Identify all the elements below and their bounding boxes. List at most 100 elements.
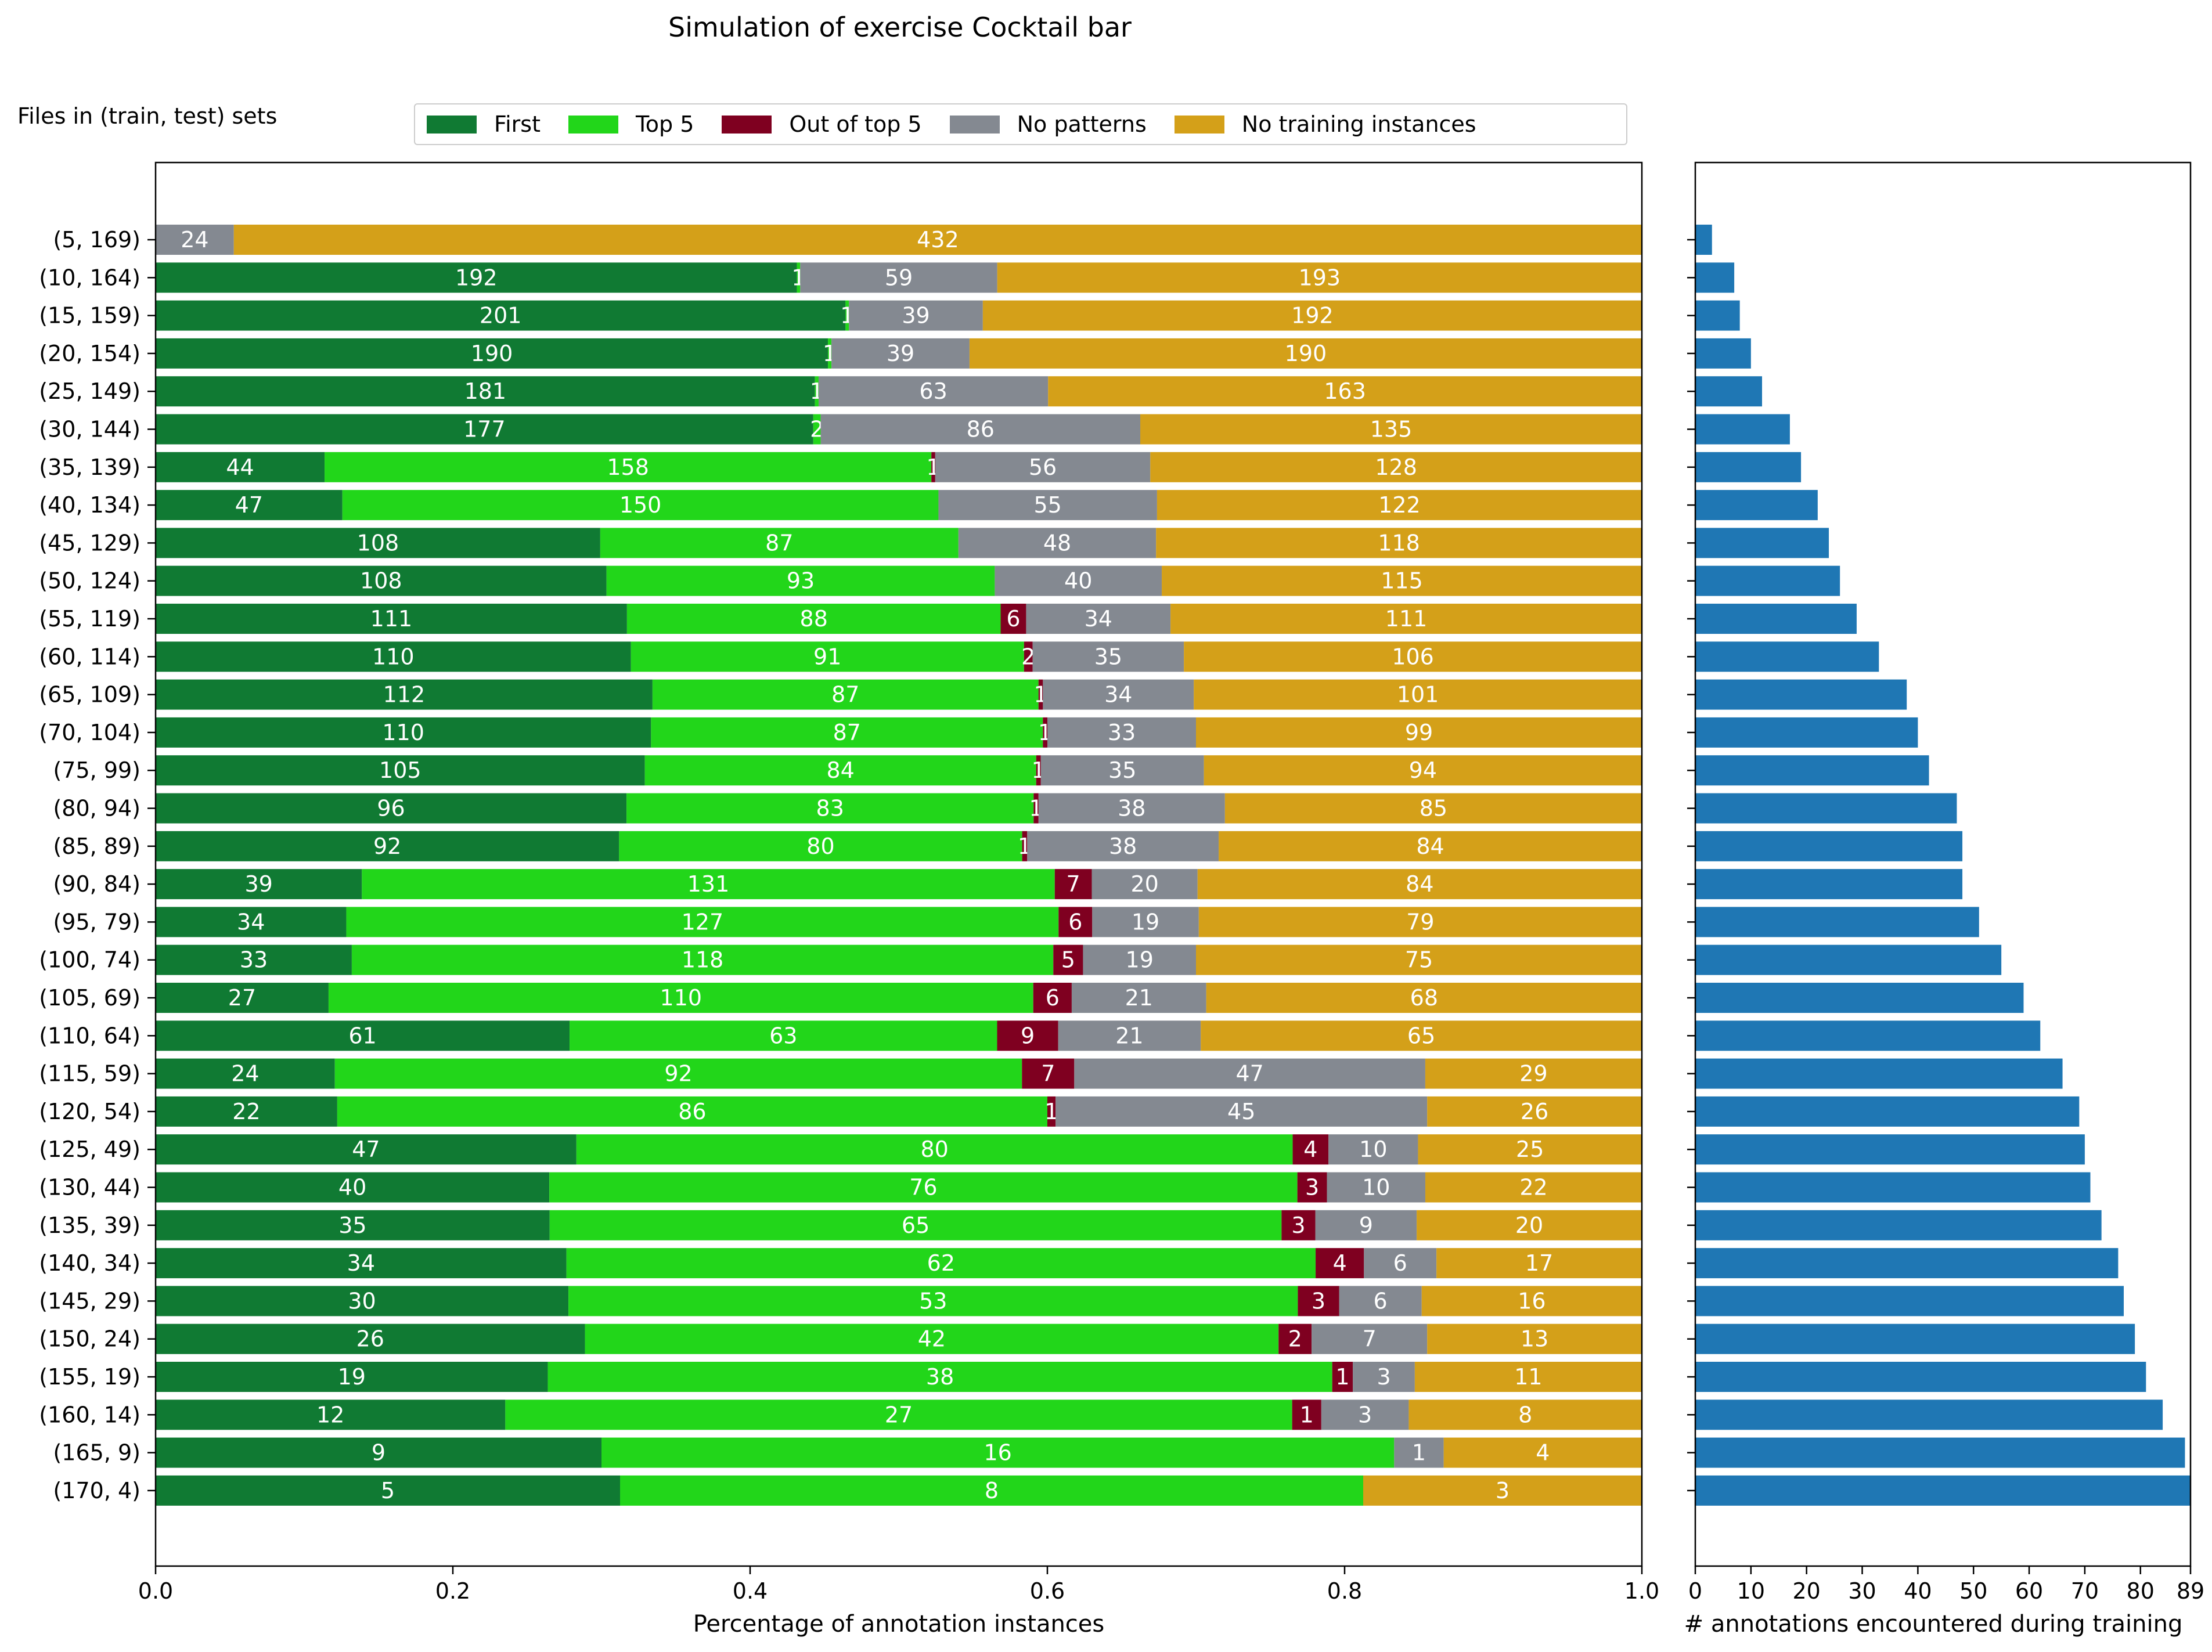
y-tick-label: (115, 59) (39, 1061, 140, 1087)
legend-label-first: First (494, 111, 541, 137)
bar-segment (1339, 1286, 1422, 1316)
bar-value-label: 9 (1021, 1023, 1035, 1048)
side-bar (1695, 983, 2024, 1013)
y-tick-label: (40, 134) (39, 492, 140, 518)
bar-segment (570, 1020, 997, 1051)
bar-value-label: 84 (1406, 871, 1433, 897)
bar-segment (1162, 565, 1642, 596)
x-tick-label: 0.6 (1030, 1578, 1065, 1604)
bar-segment (818, 376, 1049, 407)
bar-segment (849, 300, 983, 331)
bar-value-label: 62 (927, 1250, 955, 1276)
bar-value-label: 35 (1094, 644, 1122, 669)
bar-segment (1055, 1096, 1428, 1127)
bar-segment (156, 755, 645, 786)
bar-value-label: 20 (1515, 1213, 1543, 1238)
bar-segment (1022, 831, 1028, 861)
bar-segment (1000, 604, 1026, 634)
bar-value-label: 163 (1324, 378, 1366, 404)
y-tick-label: (10, 164) (39, 265, 140, 290)
bar-segment (1364, 1248, 1437, 1279)
main-x-ticks: 0.0 0.2 0.4 0.6 0.8 1.0 (138, 1566, 1659, 1604)
side-bar (1695, 1020, 2041, 1051)
side-x-tick-label: 60 (2015, 1578, 2043, 1604)
legend-entry-out-of-top5: Out of top 5 (722, 111, 922, 137)
y-tick-label: (160, 14) (39, 1402, 140, 1427)
x-tick-label: 0.4 (733, 1578, 768, 1604)
bar-value-label: 44 (226, 455, 254, 480)
side-bar (1695, 452, 1802, 482)
bar-value-label: 19 (1126, 947, 1154, 973)
bar-value-label: 87 (833, 720, 861, 745)
bar-value-label: 34 (1104, 682, 1132, 708)
legend-entry-first: First (427, 111, 541, 137)
y-tick-label: (5, 169) (53, 227, 140, 253)
legend-label-out-of-top5: Out of top 5 (789, 111, 922, 137)
side-bar (1695, 1286, 2124, 1316)
bar-segment (828, 338, 832, 369)
bar-segment (1425, 1172, 1642, 1203)
y-tick-label: (65, 109) (39, 682, 140, 708)
bar-value-label: 108 (357, 530, 399, 556)
bar-value-label: 21 (1125, 985, 1153, 1011)
legend-swatch-no-patterns (949, 115, 1000, 134)
main-y-tick-labels: (5, 169) (10, 164) (15, 159) (20, 154) (25, … (39, 227, 156, 1503)
bar-segment (156, 717, 651, 748)
y-tick-label: (125, 49) (39, 1137, 140, 1162)
bar-value-label: 135 (1370, 417, 1413, 442)
side-bar (1695, 1323, 2135, 1354)
side-bar (1695, 376, 1763, 407)
bar-value-label: 86 (678, 1099, 706, 1124)
bar-value-label: 24 (231, 1061, 259, 1087)
y-tick-label: (55, 119) (39, 606, 140, 632)
bar-value-label: 48 (1043, 530, 1071, 556)
bar-segment (601, 1437, 1395, 1468)
side-bar (1695, 1134, 2085, 1165)
bar-value-label: 16 (1518, 1288, 1545, 1314)
bar-segment (156, 1248, 567, 1279)
bar-value-label: 112 (383, 682, 426, 708)
bar-segment (156, 641, 631, 672)
bar-segment (156, 528, 600, 558)
legend: First Top 5 Out of top 5 No patterns No … (414, 103, 1627, 145)
bar-value-label: 7 (1363, 1326, 1377, 1352)
y-tick-label: (140, 34) (39, 1250, 140, 1276)
bar-segment (1032, 641, 1184, 672)
bar-value-label: 33 (1108, 720, 1136, 745)
bar-segment (1436, 1248, 1642, 1279)
side-bar (1695, 1399, 2163, 1430)
bar-value-label: 91 (813, 644, 841, 669)
y-tick-label: (30, 144) (39, 417, 140, 442)
bar-value-label: 12 (316, 1402, 344, 1427)
bar-segment (1425, 1058, 1642, 1089)
bar-segment (626, 604, 1001, 634)
bar-segment (644, 755, 1036, 786)
bar-value-label: 110 (660, 985, 702, 1011)
bar-segment (1074, 1058, 1425, 1089)
bar-segment (156, 604, 627, 634)
side-bar (1695, 528, 1829, 558)
side-x-tick-label: 70 (2071, 1578, 2099, 1604)
bar-value-label: 47 (352, 1137, 380, 1162)
bar-segment (1418, 1134, 1642, 1165)
bar-value-label: 111 (370, 606, 413, 632)
bar-segment (1327, 1172, 1426, 1203)
side-bar (1695, 604, 1857, 634)
bar-value-label: 35 (338, 1213, 366, 1238)
bar-segment (1048, 376, 1642, 407)
bar-segment (1332, 1362, 1353, 1392)
bar-value-label: 150 (619, 492, 662, 518)
side-x-tick-label: 40 (1904, 1578, 1932, 1604)
bar-segment (156, 225, 234, 255)
side-bar (1695, 1248, 2119, 1279)
bar-segment (156, 338, 828, 369)
bar-value-label: 4 (1333, 1250, 1347, 1276)
bar-segment (1024, 641, 1033, 672)
bar-segment (156, 414, 813, 445)
bar-segment (1421, 1286, 1642, 1316)
bar-segment (549, 1210, 1282, 1240)
bar-segment (1427, 1323, 1642, 1354)
bar-segment (1184, 641, 1642, 672)
bar-value-label: 35 (1108, 758, 1136, 783)
